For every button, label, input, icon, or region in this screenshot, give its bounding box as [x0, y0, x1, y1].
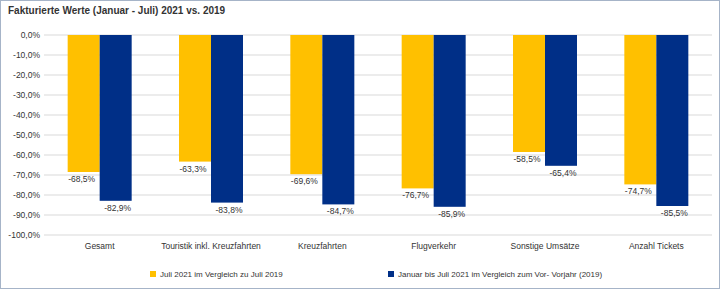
- grid-line: [44, 215, 712, 216]
- legend-label: Juli 2021 im Vergleich zu Juli 2019: [160, 270, 283, 279]
- chart-border: [1, 1, 720, 289]
- bar: [179, 35, 211, 162]
- bar: [290, 35, 322, 174]
- data-label: -76,7%: [402, 190, 429, 200]
- bar: [68, 35, 100, 172]
- y-tick-label: -10,0%: [13, 50, 40, 60]
- y-tick-label: -50,0%: [13, 130, 40, 140]
- data-label: -82,9%: [104, 203, 131, 213]
- y-tick-label: -100,0%: [8, 230, 40, 240]
- grid-line: [44, 235, 712, 236]
- legend-label: Januar bis Juli 2021 im Vergleich zum Vo…: [398, 270, 602, 279]
- grid-line: [44, 135, 712, 136]
- y-tick-label: -40,0%: [13, 110, 40, 120]
- grid-line: [44, 95, 712, 96]
- bars: [68, 35, 689, 207]
- grid-line: [44, 75, 712, 76]
- bar: [402, 35, 434, 188]
- grid-line: [44, 195, 712, 196]
- x-tick-label: Touristik inkl. Kreuzfahrten: [161, 241, 261, 251]
- grid-line: [44, 155, 712, 156]
- bar: [656, 35, 688, 206]
- y-tick-label: -30,0%: [13, 90, 40, 100]
- legend: Juli 2021 im Vergleich zu Juli 2019 Janua…: [150, 270, 602, 279]
- title: Fakturierte Werte (Januar - Juli) 2021 v…: [8, 5, 226, 16]
- x-tick-label: Kreuzfahrten: [298, 241, 347, 251]
- data-label: -63,3%: [180, 164, 207, 174]
- grid-line: [44, 175, 712, 176]
- data-label: -69,6%: [291, 176, 318, 186]
- data-label: -85,5%: [661, 208, 688, 218]
- bar: [211, 35, 243, 203]
- data-label: -65,4%: [550, 168, 577, 178]
- y-tick-label: -70,0%: [13, 170, 40, 180]
- data-labels: -68,5% -63,3% -69,6% -76,7% -58,5% -74,7% -82,…: [68, 154, 688, 219]
- x-tick-label: Sonstige Umsätze: [511, 241, 580, 251]
- y-tick-label: -90,0%: [13, 210, 40, 220]
- x-tick-label: Gesamt: [85, 241, 115, 251]
- x-tick-label: Anzahl Tickets: [629, 241, 684, 251]
- data-label: -68,5%: [68, 174, 95, 184]
- bar: [100, 35, 132, 201]
- data-label: -85,9%: [438, 209, 465, 219]
- data-label: -83,8%: [216, 205, 243, 215]
- bar: [545, 35, 577, 166]
- bar: [434, 35, 466, 207]
- x-tick-label: Flugverkehr: [411, 241, 456, 251]
- y-tick-label: -20,0%: [13, 70, 40, 80]
- bar: [322, 35, 354, 204]
- chart: Fakturierte Werte (Januar - Juli) 2021 v…: [0, 0, 720, 289]
- y-tick-label: -60,0%: [13, 150, 40, 160]
- legend-swatch: [388, 271, 394, 277]
- grid-line: [44, 115, 712, 116]
- y-tick-label: 0,0%: [21, 30, 41, 40]
- grid-line: [44, 55, 712, 56]
- legend-swatch: [150, 271, 156, 277]
- y-tick-label: -80,0%: [13, 190, 40, 200]
- data-label: -84,7%: [327, 206, 354, 216]
- bar: [513, 35, 545, 152]
- grid: [44, 35, 712, 235]
- data-label: -58,5%: [514, 154, 541, 164]
- bar: [624, 35, 656, 184]
- data-label: -74,7%: [625, 186, 652, 196]
- grid-line: [44, 35, 712, 36]
